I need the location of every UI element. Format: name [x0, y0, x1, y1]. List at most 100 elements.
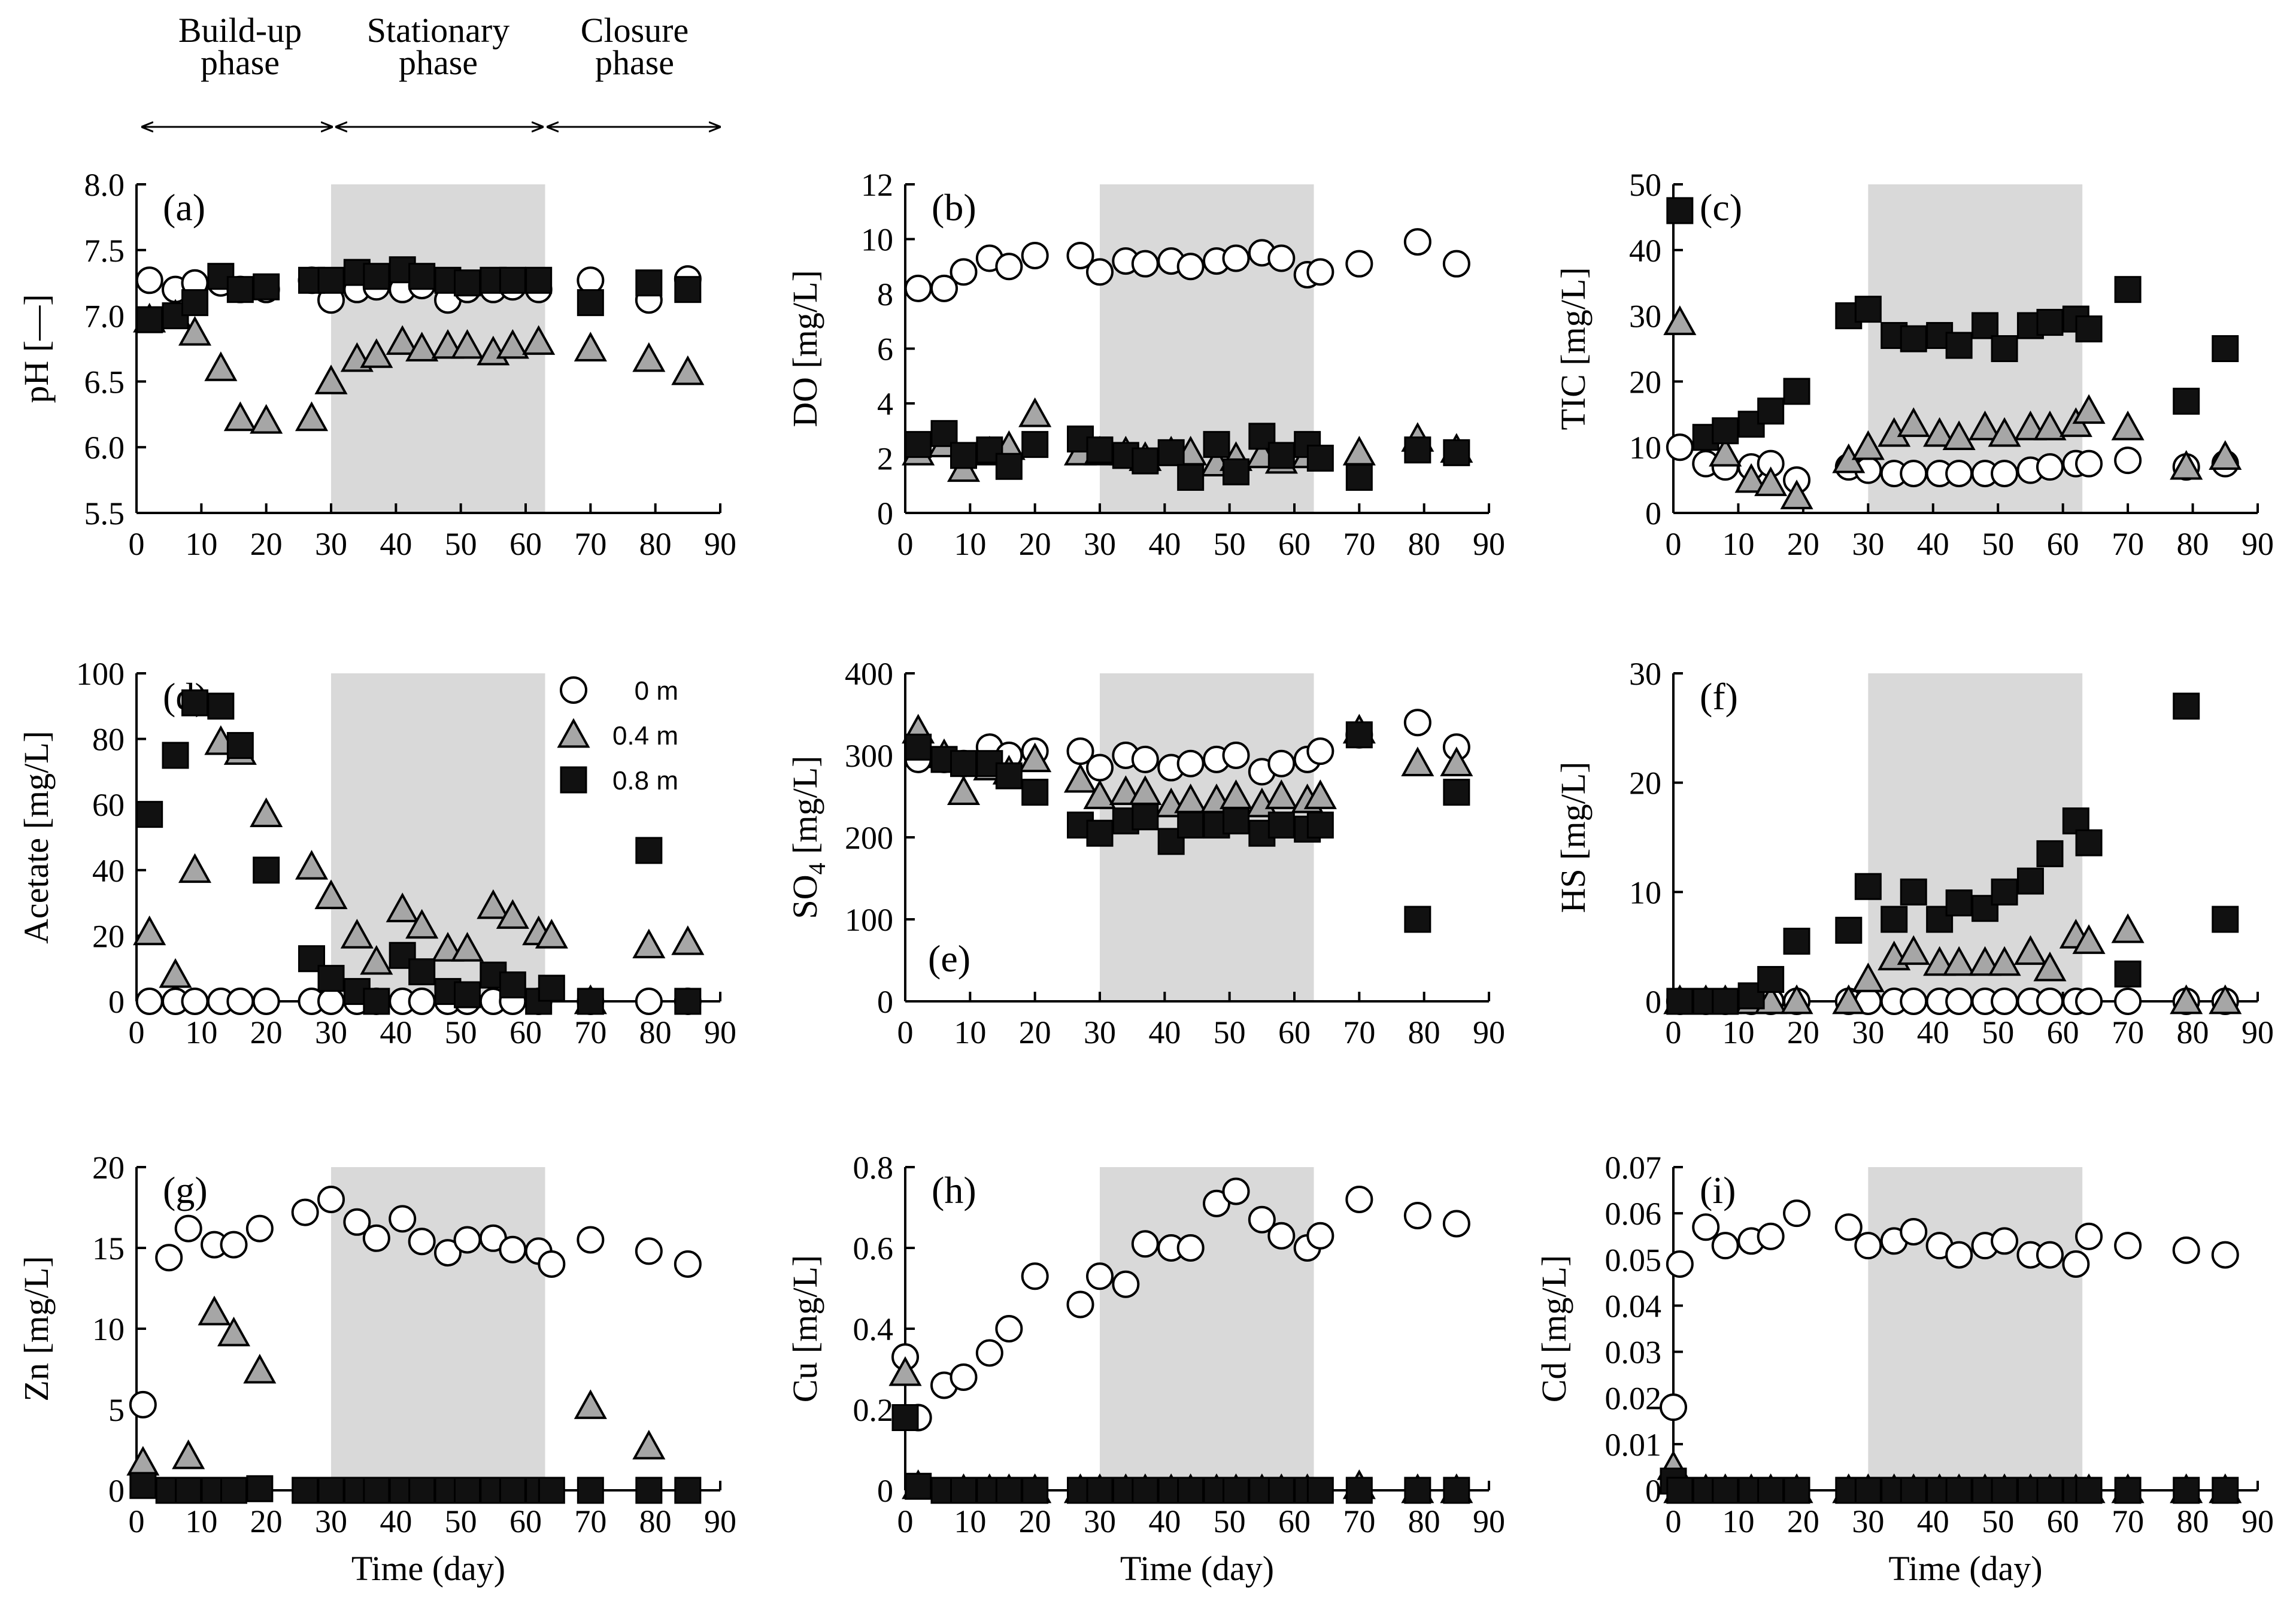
data-point-circle: [2172, 1236, 2200, 1264]
y-tick-label: 6.0: [84, 430, 125, 466]
data-point-circle: [1711, 1232, 1739, 1260]
x-axis-label: Time (day): [1120, 1549, 1274, 1588]
series-0-8m: [136, 256, 702, 333]
y-tick-label: 400: [845, 656, 893, 692]
data-point-square: [292, 1477, 319, 1504]
data-point-square: [1881, 906, 1908, 933]
data-point-triangle: [314, 879, 348, 909]
data-point-square: [454, 269, 481, 297]
data-point-square: [2075, 829, 2103, 856]
x-tick-label: 60: [509, 1503, 542, 1539]
series-0-4m: [126, 1295, 666, 1476]
y-tick-label: 5: [108, 1392, 125, 1428]
data-point-square: [1712, 417, 1739, 445]
y-tick-label: 12: [861, 167, 893, 203]
data-point-square: [635, 269, 663, 297]
data-point-circle: [2075, 449, 2103, 478]
data-point-triangle: [386, 325, 419, 355]
y-tick-label: 0: [877, 496, 893, 531]
x-tick-label: 40: [1148, 526, 1181, 562]
data-point-square: [220, 1477, 247, 1504]
data-point-circle: [220, 1231, 248, 1259]
y-tick-label: 20: [92, 918, 125, 954]
data-point-square: [1991, 878, 2018, 906]
x-tick-label: 40: [1148, 1014, 1181, 1050]
legend-marker-circle: [560, 676, 587, 704]
data-point-triangle: [574, 332, 607, 362]
data-point-square: [1223, 807, 1249, 835]
data-point-square: [2114, 960, 2142, 988]
data-point-triangle: [2013, 410, 2047, 441]
data-point-circle: [2114, 988, 2142, 1015]
data-point-square: [525, 266, 553, 294]
x-tick-label: 90: [1473, 1503, 1505, 1539]
data-point-square: [1223, 458, 1249, 485]
data-point-triangle: [1897, 407, 1930, 438]
data-point-square: [1783, 928, 1810, 955]
phase-closure-label-1: Closure: [581, 11, 689, 50]
data-point-square: [1345, 464, 1373, 491]
panel-e: 0 100 200 300 400 0 10 20 30 40 50 60 70 80 90 SO4 [mg/…: [785, 656, 1505, 1050]
data-point-square: [1945, 332, 1973, 359]
x-tick-label: 50: [445, 1503, 477, 1539]
series-0-8m: [1660, 1468, 2239, 1504]
data-point-square: [1345, 1477, 1373, 1504]
y-tick-label: 200: [845, 820, 893, 856]
data-point-square: [2114, 276, 2142, 303]
x-tick-label: 90: [1473, 1014, 1505, 1050]
data-point-triangle: [217, 1316, 251, 1347]
data-point-square: [1021, 1477, 1049, 1504]
data-point-square: [2212, 1477, 2239, 1504]
data-point-circle: [1066, 1290, 1094, 1319]
y-tick-label: 0.8: [853, 1150, 894, 1186]
y-tick-label: 5.5: [84, 496, 125, 531]
data-point-square: [1443, 1477, 1470, 1504]
data-point-circle: [1248, 1205, 1276, 1234]
data-point-circle: [1666, 1250, 1694, 1278]
data-point-triangle: [340, 919, 374, 949]
data-point-circle: [1442, 1210, 1470, 1238]
series-0-8m: [1666, 197, 2239, 451]
x-tick-label: 90: [704, 1503, 736, 1539]
x-tick-label: 60: [509, 1014, 542, 1050]
data-point-triangle: [1018, 742, 1052, 773]
data-point-square: [1404, 436, 1431, 464]
x-tick-label: 30: [1084, 526, 1116, 562]
data-point-triangle: [947, 775, 981, 805]
data-point-circle: [1222, 244, 1250, 272]
x-tick-label: 0: [129, 1503, 145, 1539]
data-point-triangle: [431, 329, 465, 359]
x-tick-label: 70: [2112, 1503, 2144, 1539]
data-point-square: [1783, 1477, 1810, 1504]
data-point-square: [162, 742, 189, 769]
y-axis-label: HS [mg/L]: [1554, 762, 1593, 913]
data-point-square: [635, 1477, 663, 1504]
data-point-triangle: [2111, 913, 2145, 943]
x-tick-label: 80: [1408, 1014, 1440, 1050]
data-point-circle: [1945, 460, 1973, 488]
y-tick-label: 300: [845, 738, 893, 774]
x-axis-label: Time (day): [351, 1549, 505, 1588]
data-point-triangle: [223, 401, 257, 432]
x-tick-label: 80: [1408, 526, 1440, 562]
data-point-square: [2173, 1477, 2200, 1504]
data-point-circle: [1176, 749, 1205, 777]
x-tick-label: 0: [897, 1503, 914, 1539]
data-point-square: [995, 452, 1023, 480]
data-point-square: [317, 266, 345, 294]
series-0-8m: [129, 1472, 702, 1504]
y-tick-label: 6.5: [84, 364, 125, 400]
data-point-square: [1835, 916, 1863, 944]
data-point-square: [499, 266, 526, 294]
data-point-circle: [2114, 446, 2142, 475]
panel-b: 0 2 4 6 8 10 12 0 10 20 30 40 50 60 70 80 90 DO [mg/L] (b): [785, 167, 1505, 562]
data-point-circle: [635, 988, 663, 1015]
data-point-circle: [2036, 1241, 2064, 1269]
x-tick-label: 0: [129, 1014, 145, 1050]
x-tick-label: 30: [1084, 1503, 1116, 1539]
legend-item: 0.8 m: [560, 766, 678, 795]
data-point-square: [1267, 442, 1295, 469]
data-point-square: [499, 971, 526, 999]
data-point-triangle: [159, 958, 192, 988]
data-point-triangle: [295, 850, 329, 880]
